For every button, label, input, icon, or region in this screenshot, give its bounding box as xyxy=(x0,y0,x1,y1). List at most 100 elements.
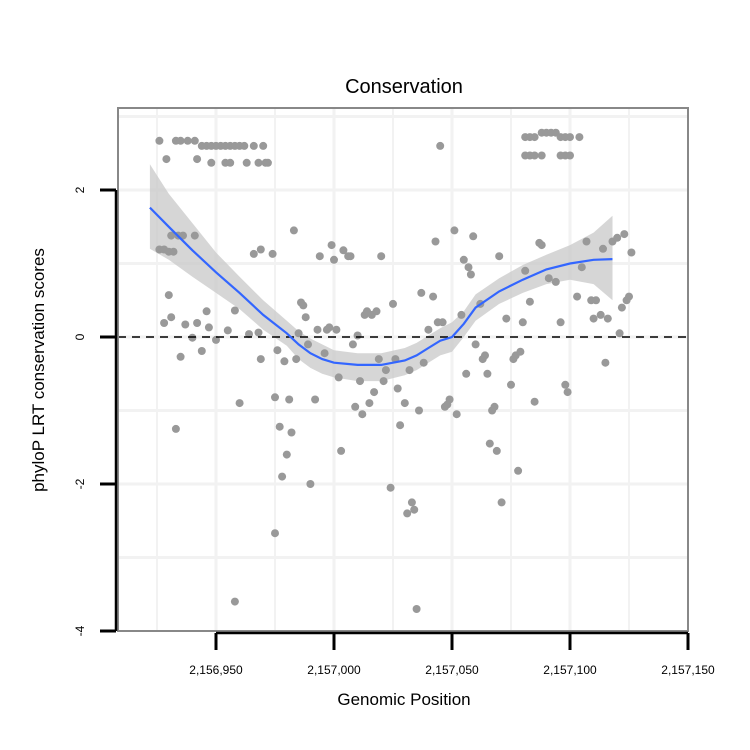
data-point xyxy=(299,301,308,310)
data-point xyxy=(278,472,287,481)
data-point xyxy=(516,347,525,356)
data-point xyxy=(566,151,574,160)
data-point xyxy=(207,158,216,167)
data-point xyxy=(271,529,279,538)
data-point xyxy=(337,446,346,455)
data-point xyxy=(407,498,416,507)
data-point xyxy=(356,377,364,386)
data-point xyxy=(620,230,629,239)
data-point xyxy=(181,320,190,329)
data-point xyxy=(386,483,395,492)
data-point xyxy=(556,318,565,327)
data-point xyxy=(396,421,405,430)
data-point xyxy=(263,158,272,167)
data-point xyxy=(469,232,478,241)
data-point xyxy=(592,296,600,305)
data-point xyxy=(306,480,315,488)
data-point xyxy=(193,155,202,164)
data-point xyxy=(459,255,468,264)
data-point xyxy=(275,422,284,431)
x-tick-label: 2,157,000 xyxy=(307,663,361,677)
data-point xyxy=(596,310,605,319)
data-point xyxy=(599,244,607,253)
data-point xyxy=(235,399,244,408)
data-point xyxy=(311,395,320,404)
data-point xyxy=(193,319,202,327)
data-point xyxy=(190,136,199,145)
data-point xyxy=(405,366,414,375)
data-point xyxy=(365,399,374,408)
data-point xyxy=(287,428,296,437)
data-point xyxy=(313,325,322,334)
data-point xyxy=(589,314,598,323)
data-point xyxy=(436,141,445,150)
data-point xyxy=(466,270,475,279)
data-point xyxy=(204,323,213,332)
data-point xyxy=(544,274,553,283)
data-point xyxy=(601,358,610,367)
data-point xyxy=(320,349,329,358)
data-point xyxy=(615,329,624,338)
data-point xyxy=(334,373,343,382)
data-point xyxy=(514,466,523,475)
data-point xyxy=(389,299,397,308)
data-point xyxy=(167,313,176,322)
data-point xyxy=(254,158,263,167)
data-point xyxy=(419,358,428,367)
data-point xyxy=(551,277,560,286)
data-point xyxy=(492,446,501,455)
ci-ribbon xyxy=(149,164,613,382)
x-axis-label: Genomic Position xyxy=(337,690,470,709)
x-tick-label: 2,157,050 xyxy=(425,663,479,677)
data-point xyxy=(183,136,192,145)
data-point xyxy=(358,410,367,419)
data-point xyxy=(330,255,338,264)
data-point xyxy=(613,233,622,242)
data-point xyxy=(304,340,312,349)
data-point xyxy=(627,248,636,257)
data-point xyxy=(230,306,239,315)
data-point xyxy=(223,326,232,335)
data-point xyxy=(176,352,185,361)
data-point xyxy=(400,399,409,408)
data-point xyxy=(495,252,504,261)
data-point xyxy=(530,397,539,406)
data-point xyxy=(249,249,258,258)
data-point xyxy=(271,393,279,402)
y-tick-label: 2 xyxy=(73,186,87,193)
data-point xyxy=(537,241,546,250)
data-point xyxy=(577,263,586,272)
data-point xyxy=(226,158,235,167)
data-point xyxy=(481,351,489,360)
data-point xyxy=(563,388,572,397)
data-point xyxy=(445,395,454,404)
data-point xyxy=(377,252,386,261)
data-point xyxy=(483,369,492,378)
smooth-line-layer xyxy=(149,206,613,366)
data-point xyxy=(566,133,574,142)
data-point xyxy=(164,291,173,300)
data-point xyxy=(410,505,419,514)
data-point xyxy=(292,355,301,364)
data-point xyxy=(525,297,534,306)
data-point xyxy=(403,509,412,518)
data-point xyxy=(573,292,582,301)
data-point xyxy=(273,346,282,355)
data-point xyxy=(327,241,336,250)
data-point xyxy=(537,151,546,160)
y-axis-label: phyloP LRT conservation scores xyxy=(29,248,48,492)
data-point xyxy=(348,340,357,349)
data-point xyxy=(507,380,515,389)
x-tick-label: 2,157,100 xyxy=(543,663,597,677)
data-point xyxy=(372,307,381,316)
y-tick-label: -4 xyxy=(73,625,87,636)
data-point xyxy=(169,247,178,256)
data-point xyxy=(471,340,480,349)
data-point xyxy=(575,133,584,142)
ci-ribbon-layer xyxy=(149,164,613,382)
data-point xyxy=(415,406,423,415)
data-point xyxy=(176,136,185,145)
data-point xyxy=(202,307,211,316)
chart-title: Conservation xyxy=(345,76,463,98)
